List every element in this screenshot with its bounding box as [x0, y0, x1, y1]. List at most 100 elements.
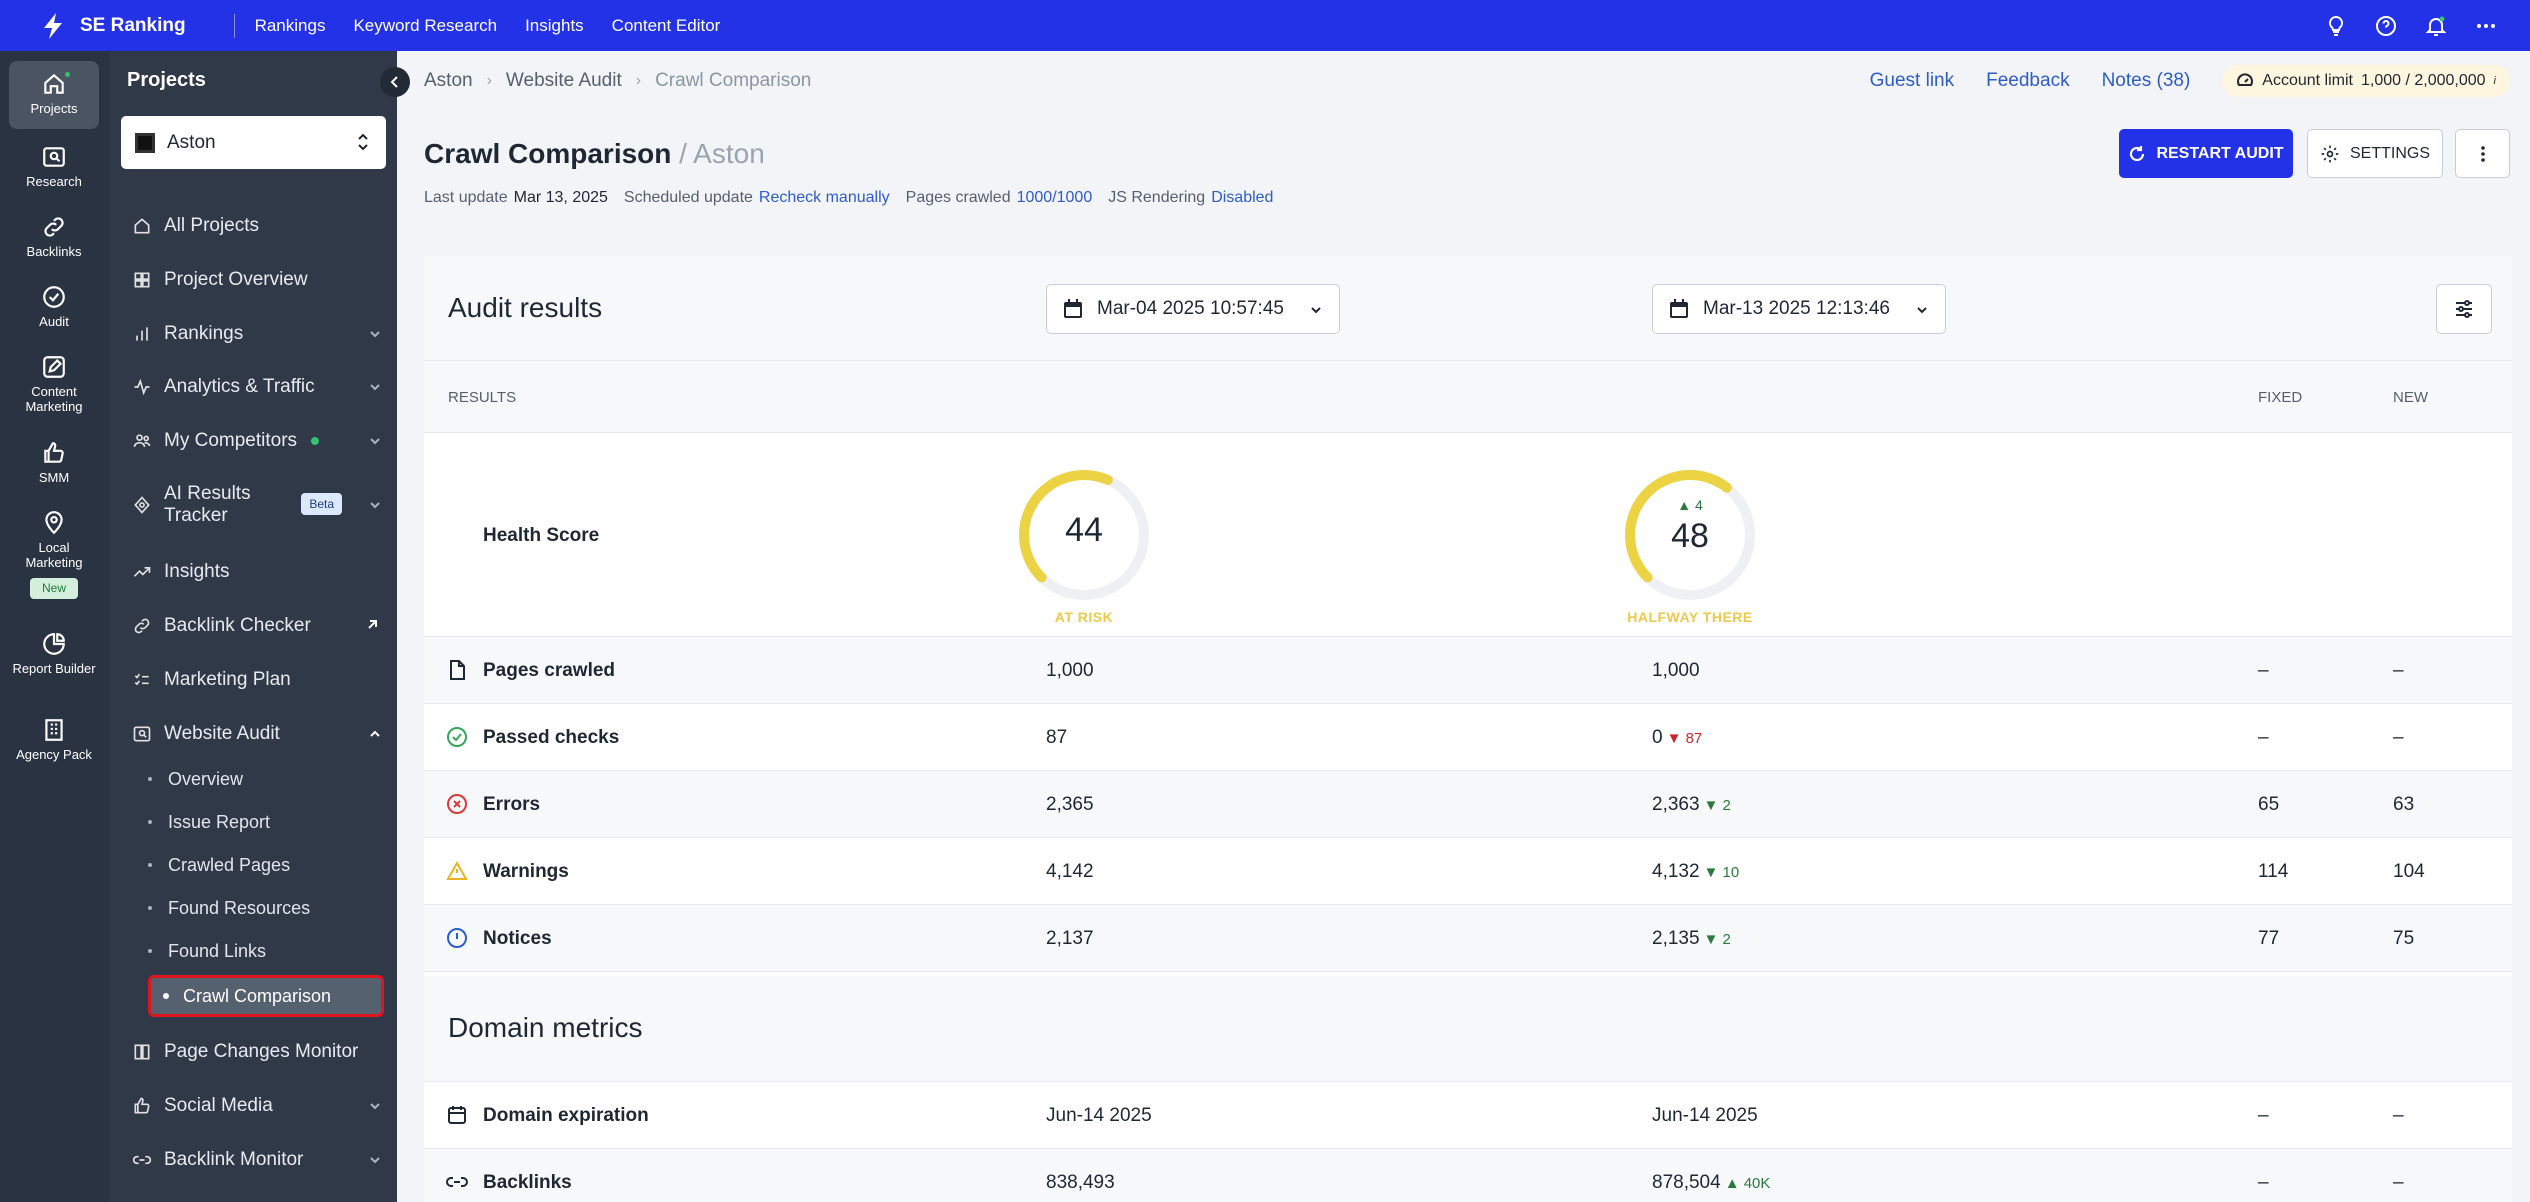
notes-link[interactable]: Notes (38) — [2101, 70, 2191, 91]
row-value-first: 838,493 — [1046, 1172, 1115, 1193]
table-row[interactable]: Domain expiration Jun-14 2025 Jun-14 202… — [424, 1082, 2512, 1149]
rail-label: Projects — [30, 101, 78, 116]
rail-label: Local Marketing — [25, 540, 83, 570]
row-name: Domain expiration — [483, 1105, 649, 1126]
chevron-down-icon — [370, 1157, 380, 1164]
rail-backlinks[interactable]: Backlinks — [9, 214, 99, 259]
rail-content-marketing[interactable]: Content Marketing — [9, 354, 99, 414]
account-limit[interactable]: Account limit 1,000 / 2,000,000 i — [2222, 65, 2510, 97]
sidebar-subitem-found-links[interactable]: Found Links — [148, 933, 266, 969]
sidebar-subitem-overview[interactable]: Overview — [148, 761, 243, 797]
date-select-second[interactable]: Mar-13 2025 12:13:46 — [1652, 284, 1946, 334]
top-nav-rankings[interactable]: Rankings — [254, 15, 326, 35]
sidebar-item-all-projects[interactable]: All Projects — [132, 206, 382, 246]
check-circle-icon — [43, 286, 65, 308]
bell-icon[interactable] — [2424, 14, 2448, 38]
breadcrumb-website-audit[interactable]: Website Audit — [505, 70, 622, 91]
rail-smm[interactable]: SMM — [9, 440, 99, 485]
page-icon — [450, 660, 465, 680]
project-name: Aston — [167, 131, 216, 153]
rail-audit[interactable]: Audit — [9, 284, 99, 329]
pages-crawled-value[interactable]: 1000/1000 — [1016, 189, 1093, 206]
sidebar-subitem-crawled-pages[interactable]: Crawled Pages — [148, 847, 290, 883]
table-row[interactable]: Backlinks 838,493 878,504 ▲ 40K – – — [424, 1149, 2512, 1202]
rail-local-marketing[interactable]: Local Marketing New — [9, 510, 99, 599]
breadcrumb-project[interactable]: Aston — [424, 70, 473, 91]
chevron-left-icon — [390, 76, 398, 88]
brand-logo[interactable]: SE Ranking — [38, 11, 186, 41]
sidebar-title: Projects — [127, 69, 206, 91]
domain-metrics-header — [424, 976, 2512, 1082]
sidebar-item-project-overview[interactable]: Project Overview — [132, 260, 382, 300]
sidebar-subitem-crawl-comparison[interactable]: Crawl Comparison — [148, 975, 384, 1017]
js-rendering-value[interactable]: Disabled — [1211, 189, 1274, 206]
sidebar-item-marketing-plan[interactable]: Marketing Plan — [132, 660, 382, 700]
lightbulb-icon[interactable] — [2324, 14, 2348, 38]
rail-research[interactable]: Research — [9, 144, 99, 189]
sidebar-item-backlink-checker[interactable]: Backlink Checker — [132, 606, 382, 646]
filter-button[interactable] — [2436, 284, 2492, 334]
guest-link[interactable]: Guest link — [1869, 70, 1955, 91]
date-select-first-value: Mar-04 2025 10:57:45 — [1097, 298, 1284, 319]
row-value-second: 878,504 ▲ 40K — [1652, 1172, 1770, 1194]
row-value-first: 2,365 — [1046, 794, 1094, 815]
scheduled-value[interactable]: Recheck manually — [758, 189, 890, 206]
sidebar-item-label: Insights — [164, 561, 230, 582]
restart-audit-button[interactable]: RESTART AUDIT — [2119, 129, 2293, 178]
table-row[interactable]: Notices 2,137 2,135 ▼ 2 77 75 — [424, 905, 2512, 972]
row-name: Passed checks — [483, 727, 620, 748]
header-links: Guest link Feedback Notes (38) Account l… — [1870, 65, 2510, 97]
sidebar-item-rankings[interactable]: Rankings — [132, 314, 382, 354]
calendar-icon — [1670, 299, 1688, 318]
chevron-down-icon — [370, 1103, 380, 1110]
last-update-value: Mar 13, 2025 — [513, 189, 608, 206]
row-delta: ▼ 87 — [1666, 730, 1703, 747]
rail-agency-pack[interactable]: Agency Pack — [9, 717, 99, 762]
sidebar-subitem-issue-report[interactable]: Issue Report — [148, 804, 270, 840]
table-row[interactable]: Errors 2,365 2,363 ▼ 2 65 63 — [424, 771, 2512, 838]
row-delta: ▼ 2 — [1703, 931, 1731, 948]
sidebar-item-competitors[interactable]: My Competitors — [132, 421, 382, 461]
more-options-button[interactable] — [2455, 129, 2510, 178]
row-name: Warnings — [483, 861, 569, 882]
rail-projects[interactable]: Projects — [9, 61, 99, 129]
ai-icon — [134, 496, 150, 514]
js-rendering-label: JS Rendering — [1108, 189, 1206, 206]
refresh-icon — [2130, 145, 2145, 161]
sidebar-item-analytics[interactable]: Analytics & Traffic — [132, 367, 382, 407]
feedback-link[interactable]: Feedback — [1986, 70, 2070, 91]
gear-icon — [2321, 145, 2339, 162]
sidebar-item-website-audit[interactable]: Website Audit — [132, 714, 382, 754]
table-row[interactable]: Pages crawled 1,000 1,000 – – — [424, 637, 2512, 704]
top-nav-insights[interactable]: Insights — [525, 15, 584, 35]
row-value: 1,000 — [1652, 660, 1700, 681]
page-title: Crawl Comparison / Aston — [424, 138, 765, 170]
collapse-sidebar-button[interactable] — [380, 67, 410, 97]
sidebar-item-ai-tracker[interactable]: AI Results Tracker Beta — [132, 475, 382, 535]
pulse-icon — [134, 378, 150, 396]
row-new: – — [2393, 727, 2404, 748]
rail-report-builder[interactable]: Report Builder — [9, 631, 99, 676]
top-nav-keyword-research[interactable]: Keyword Research — [353, 15, 498, 35]
sidebar-item-insights[interactable]: Insights — [132, 552, 382, 592]
more-horizontal-icon[interactable] — [2474, 14, 2498, 38]
sidebar-item-social-media[interactable]: Social Media — [132, 1086, 382, 1126]
sidebar-item-page-changes[interactable]: Page Changes Monitor — [132, 1032, 382, 1072]
sidebar-item-label: All Projects — [164, 215, 260, 236]
top-divider — [233, 13, 235, 38]
help-icon[interactable] — [2374, 14, 2398, 38]
sidebar-subitem-found-resources[interactable]: Found Resources — [148, 890, 310, 926]
settings-button[interactable]: SETTINGS — [2307, 129, 2443, 178]
project-selector[interactable]: Aston — [121, 116, 386, 169]
table-row[interactable]: Warnings 4,142 4,132 ▼ 10 114 104 — [424, 838, 2512, 905]
sidebar-item-label: Backlink Monitor — [164, 1149, 304, 1170]
row-name: Backlinks — [483, 1172, 572, 1193]
sidebar-item-backlink-monitor[interactable]: Backlink Monitor — [132, 1140, 382, 1180]
top-nav-content-editor[interactable]: Content Editor — [611, 15, 721, 35]
table-row[interactable]: Passed checks 87 0 ▼ 87 – – — [424, 704, 2512, 771]
breadcrumb: Aston › Website Audit › Crawl Comparison — [424, 70, 811, 92]
sidebar-item-label: Website Audit — [164, 723, 280, 744]
date-select-first[interactable]: Mar-04 2025 10:57:45 — [1046, 284, 1340, 334]
domain-metrics-title: Domain metrics — [448, 1012, 643, 1043]
row-new: 104 — [2393, 861, 2425, 882]
